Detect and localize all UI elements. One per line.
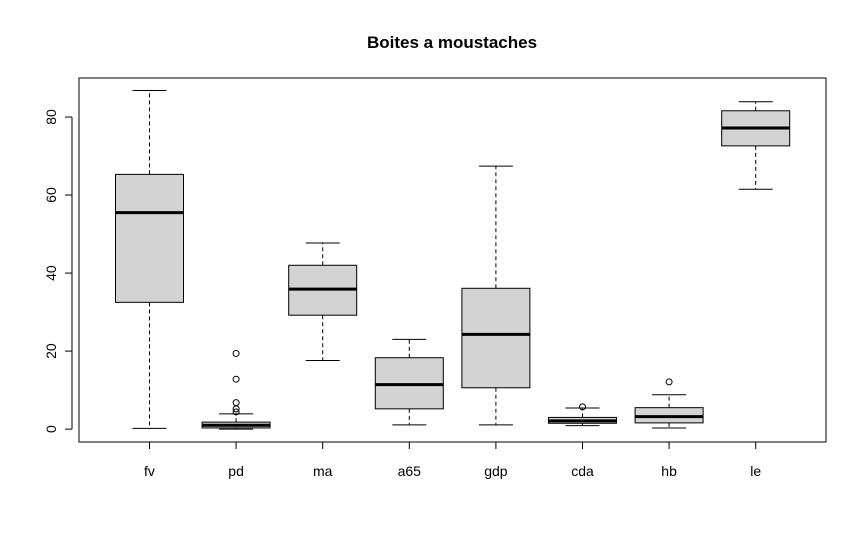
box-hb	[634, 378, 704, 429]
x-tick-label: a65	[398, 463, 422, 479]
y-tick-label: 40	[43, 265, 59, 281]
x-axis-labels: fv pd ma a65 gdp cda hb le	[144, 442, 761, 479]
box-gdp	[461, 165, 531, 426]
x-tick-label: le	[750, 463, 761, 479]
outlier-point	[232, 375, 240, 383]
box-ma	[288, 242, 358, 361]
y-axis: 0 20 40 60 80	[43, 109, 73, 433]
x-tick-label: hb	[661, 463, 677, 479]
outlier-point	[579, 403, 586, 411]
outlier-point	[665, 378, 673, 386]
box-iqr	[461, 287, 531, 389]
outlier-point	[232, 408, 240, 416]
x-tick-label: ma	[313, 463, 333, 479]
x-tick-label: pd	[228, 463, 244, 479]
box-cda	[548, 403, 617, 427]
box-a65	[374, 338, 444, 426]
y-tick-label: 80	[43, 109, 59, 125]
box-iqr	[115, 173, 184, 303]
x-tick-label: gdp	[484, 463, 508, 479]
plot-frame	[78, 77, 827, 443]
chart-title: Boites a moustaches	[367, 33, 537, 52]
box-pd	[201, 349, 271, 430]
boxes-group	[115, 89, 791, 430]
y-tick-label: 20	[43, 343, 59, 359]
outlier-point	[232, 399, 240, 407]
box-le	[721, 101, 791, 190]
y-tick-label: 60	[43, 187, 59, 203]
box-fv	[115, 89, 184, 429]
x-tick-label: fv	[144, 463, 155, 479]
x-tick-label: cda	[571, 463, 594, 479]
y-tick-label: 0	[43, 425, 59, 433]
outlier-point	[232, 349, 240, 357]
